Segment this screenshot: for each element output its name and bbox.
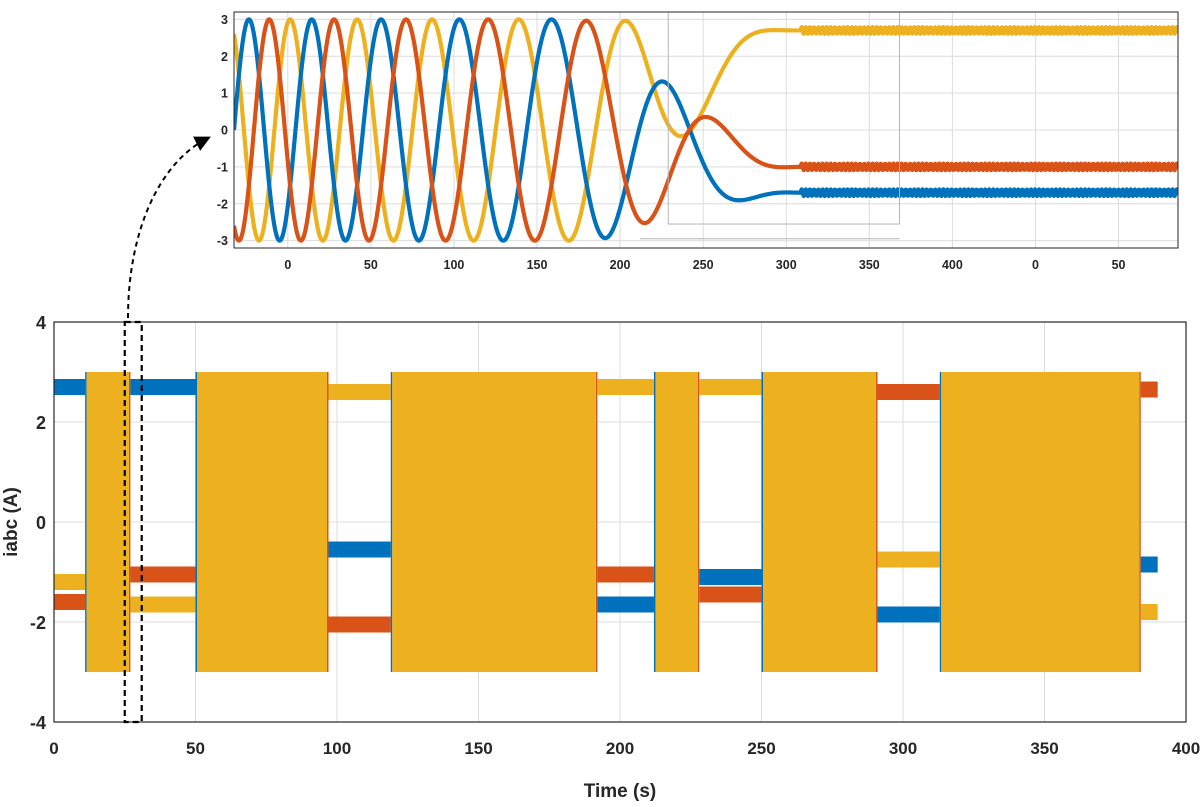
phase-c-dc-band (328, 384, 391, 400)
phase-a-ac-edge (653, 372, 656, 672)
zoom-y-tick-labels: 3 2 1 0 -1 -2 -3 (217, 13, 228, 248)
zoom-x-tick-label: 200 (610, 258, 631, 272)
phase-a-ac-edge (195, 372, 197, 672)
zoom-x-tick-label: 0 (1032, 258, 1039, 272)
phase-b-ac-edge (697, 372, 700, 672)
phase-a-ac-edge (390, 372, 393, 672)
zoom-x-tick-labels: 0 50 100 150 200 250 300 350 400 0 50 (284, 258, 1125, 272)
phase-b-ac-edge (128, 372, 131, 672)
main-y-tick-labels: -4 -2 0 2 4 (30, 313, 46, 733)
phase-b-dc-band (877, 384, 940, 400)
phase-a-dc-band (1140, 556, 1158, 573)
phase-b-ac-edge (876, 372, 878, 672)
zoom-x-tick-label: 150 (527, 258, 548, 272)
phase-b-dc-band (597, 566, 654, 583)
zoom-x-tick-label: 250 (693, 258, 714, 272)
zoom-y-tick-label: 2 (221, 50, 228, 64)
phase-a-ac-edge (85, 372, 87, 672)
main-plot-border (53, 321, 1187, 723)
zoom-overlay-box (667, 12, 901, 225)
phase-a-dc-band (54, 379, 86, 395)
zoom-plot-border (233, 11, 1179, 249)
phase-b-dc-band (328, 616, 391, 633)
phase-b-dc-band (130, 566, 196, 583)
zoom-x-tick-label: 50 (1112, 258, 1126, 272)
phase-c-dc-band (1140, 604, 1158, 620)
main-y-tick-label: -2 (30, 613, 46, 633)
phase-b-ac-edge (1139, 372, 1141, 672)
main-x-tick-labels: 0 50 100 150 200 250 300 350 400 (49, 739, 1200, 758)
main-x-axis-label: Time (s) (584, 781, 657, 802)
phase-c-ac-band (763, 372, 877, 672)
main-x-tick-label: 150 (464, 739, 492, 758)
phase-c-dc-band (699, 379, 762, 395)
main-x-tick-label: 250 (747, 739, 775, 758)
zoom-x-tick-label: 400 (942, 258, 963, 272)
main-y-tick-label: 0 (36, 513, 46, 533)
phase-a-ac-edge (761, 372, 763, 672)
phase-b-dc-band (54, 594, 86, 610)
zoom-x-tick-label: 0 (284, 258, 291, 272)
phase-c-ac-band (392, 372, 596, 672)
zoom-phase-c-line (234, 17, 1178, 243)
zoom-y-tick-label: 3 (221, 13, 228, 27)
zoom-x-tick-label: 100 (444, 258, 465, 272)
phase-b-ac-edge (595, 372, 598, 672)
main-y-tick-label: -4 (30, 713, 46, 733)
zoom-y-tick-label: -1 (217, 160, 228, 174)
phase-c-dc-band (130, 596, 196, 613)
phase-a-dc-band (328, 541, 391, 558)
phase-b-ac-edge (327, 372, 329, 672)
main-x-tick-label: 0 (49, 739, 58, 758)
phase-a-dc-band (699, 569, 762, 585)
phase-c-dc-band (597, 379, 654, 395)
phase-c-ac-band (941, 372, 1140, 672)
zoom-inset-chart: 0 50 100 150 200 250 300 350 400 0 50 3 2 1 0 -1 -2 -3 (217, 11, 1179, 272)
main-x-tick-label: 400 (1172, 739, 1200, 758)
main-x-tick-label: 100 (323, 739, 351, 758)
zoom-x-tick-label: 350 (859, 258, 880, 272)
phase-c-dc-band (54, 574, 86, 590)
main-x-tick-label: 300 (889, 739, 917, 758)
zoom-x-tick-label: 50 (364, 258, 378, 272)
main-y-axis-label: iabc (A) (1, 487, 22, 557)
main-series (54, 372, 1158, 672)
main-y-tick-label: 4 (36, 313, 46, 333)
phase-b-dc-band (699, 586, 762, 603)
main-y-tick-label: 2 (36, 413, 46, 433)
phase-a-dc-band (130, 379, 196, 395)
zoom-phase-b-line (234, 17, 1178, 243)
phase-b-dc-band (1140, 381, 1158, 398)
zoom-y-tick-label: 1 (221, 87, 228, 101)
zoom-phase-a-line (234, 17, 1178, 243)
zoom-y-tick-label: -2 (217, 197, 228, 211)
phase-a-dc-band (597, 596, 654, 613)
zoom-series (234, 12, 1178, 243)
main-x-tick-label: 50 (186, 739, 205, 758)
zoom-y-tick-label: -3 (217, 234, 228, 248)
phase-c-ac-band (86, 372, 129, 672)
phase-c-dc-band (877, 551, 940, 568)
zoom-window-box (123, 320, 143, 724)
main-x-tick-label: 350 (1030, 739, 1058, 758)
phase-c-ac-band (197, 372, 328, 672)
phase-a-dc-band (877, 606, 940, 623)
main-chart: 0 50 100 150 200 250 300 350 400 -4 -2 0 2 4 Time (s… (1, 313, 1200, 802)
zoom-connector-arrow (127, 136, 211, 319)
phase-c-ac-band (655, 372, 698, 672)
zoom-x-tick-label: 300 (776, 258, 797, 272)
main-x-tick-label: 200 (606, 739, 634, 758)
zoom-y-tick-label: 0 (221, 124, 228, 138)
phase-a-ac-edge (939, 372, 942, 672)
